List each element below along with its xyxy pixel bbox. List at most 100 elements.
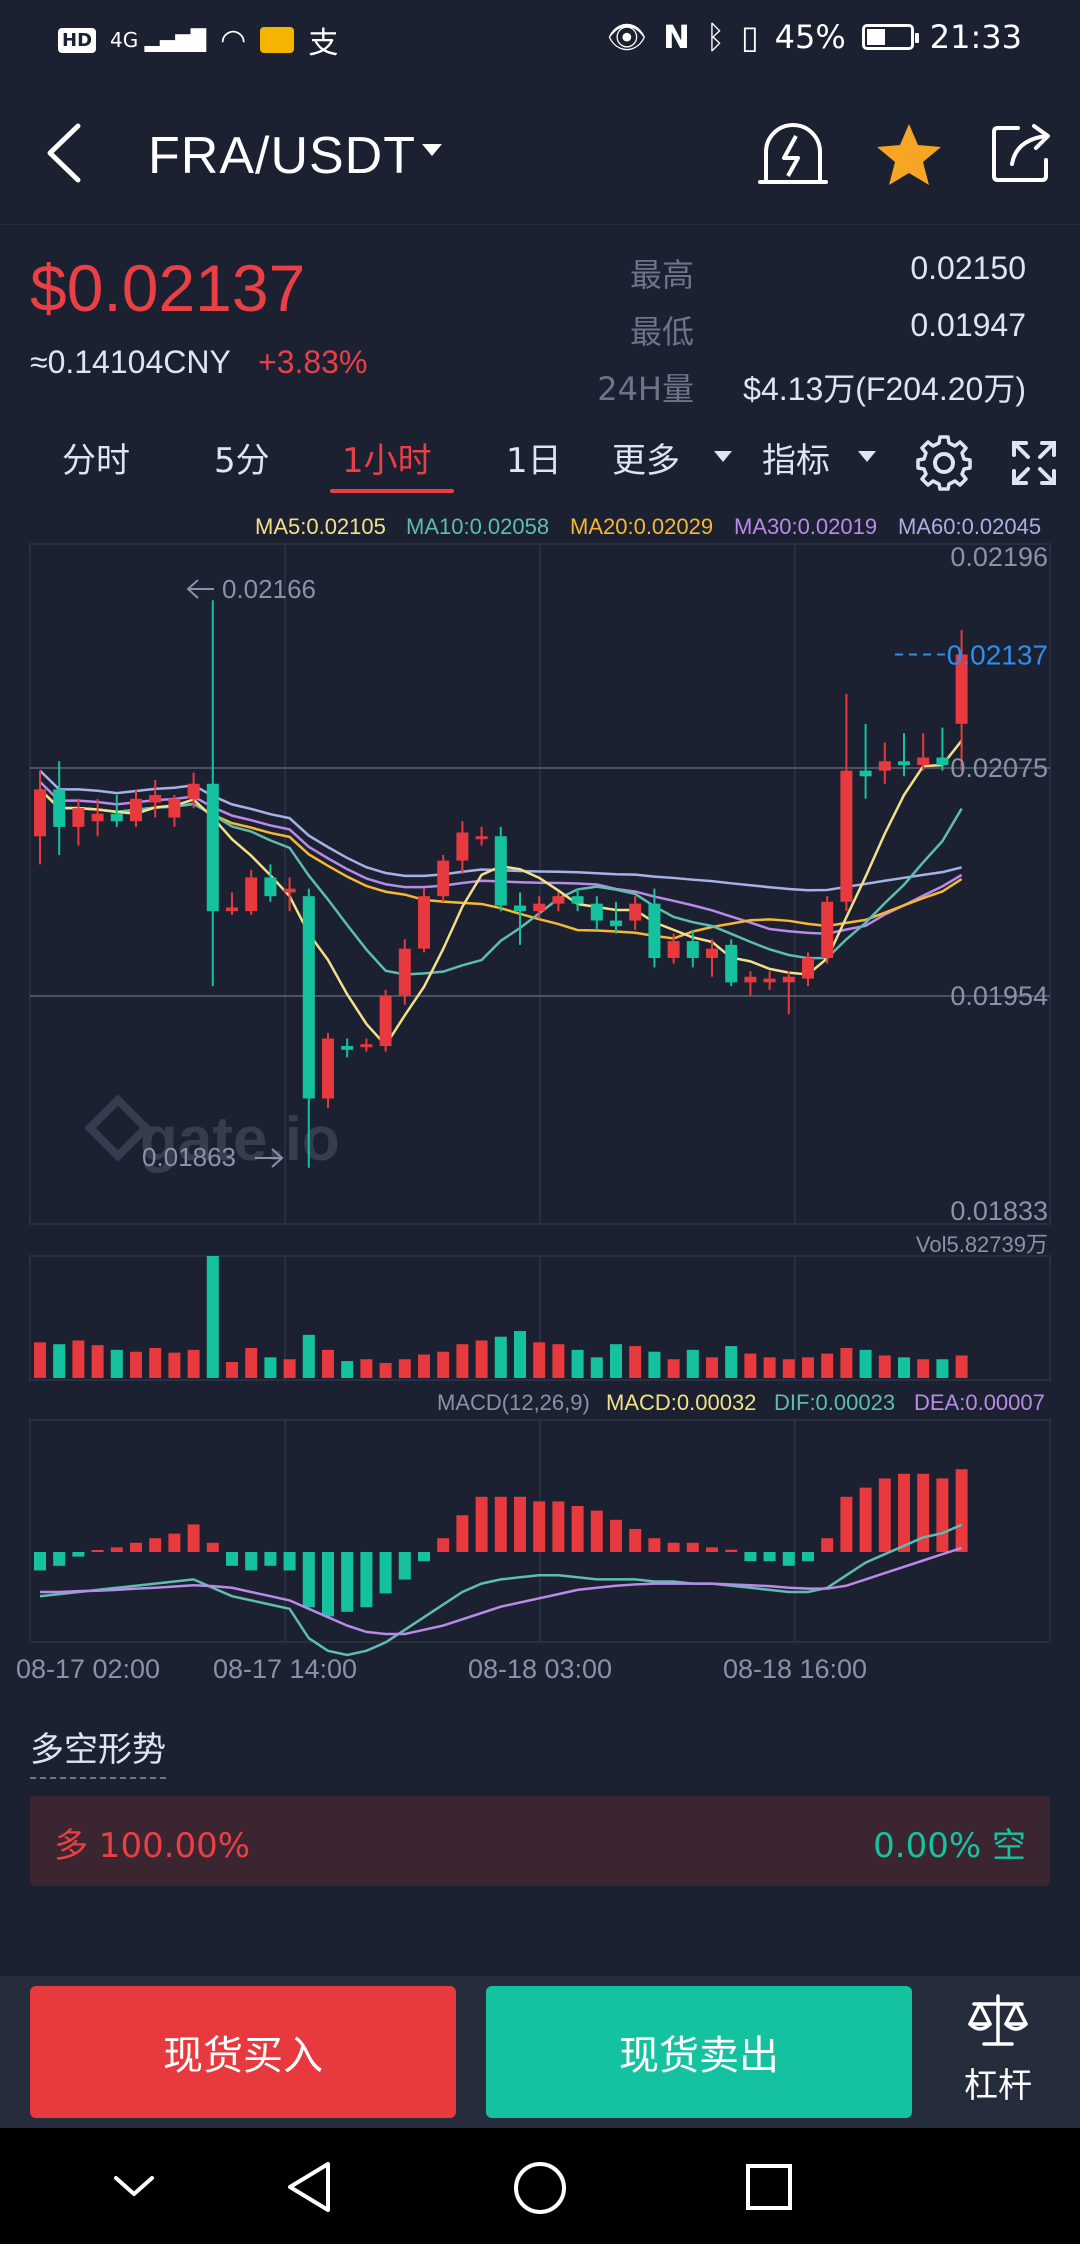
macd-bar (878, 1478, 891, 1552)
ma10-legend: MA10:0.02058 (406, 514, 549, 539)
ma20-legend: MA20:0.02029 (570, 514, 713, 539)
volume-bar (226, 1362, 238, 1378)
macd-bar (955, 1469, 968, 1552)
candle-body (706, 948, 718, 958)
macd-bar (917, 1473, 930, 1552)
nfc-icon: N (663, 18, 690, 56)
tab-time-share[interactable]: 分时 (62, 441, 130, 481)
candle-body (878, 761, 891, 771)
candle-body (667, 941, 680, 958)
kline-chart[interactable]: MA5:0.02105 MA10:0.02058 MA20:0.02029 MA… (0, 500, 1080, 1680)
fullscreen-icon[interactable] (1010, 439, 1058, 487)
price-alert-icon[interactable] (758, 118, 828, 190)
candle-body (187, 783, 200, 799)
price-cny: ≈0.14104CNY (30, 344, 231, 380)
volume-bar (418, 1354, 430, 1378)
macd-bar (418, 1552, 430, 1562)
macd-bar (456, 1515, 469, 1552)
tab-indicators[interactable]: 指标 (762, 441, 830, 481)
macd-bar (72, 1552, 85, 1557)
macd-bar (571, 1506, 584, 1552)
nav-back-icon[interactable] (284, 2160, 334, 2214)
volume-bar (955, 1355, 968, 1378)
tab-1day[interactable]: 1日 (506, 441, 562, 481)
spot-buy-button[interactable]: 现货买入 (30, 1986, 456, 2118)
dif-value: DIF:0.00023 (774, 1390, 895, 1415)
tab-1hour[interactable]: 1小时 (342, 441, 432, 481)
high-marker: 0.02166 (186, 574, 316, 604)
volume-bar (648, 1351, 661, 1378)
high-value: 0.02150 (910, 250, 1026, 286)
volume-bar (149, 1347, 162, 1378)
candle-body (686, 941, 699, 958)
last-price-tag: 0.02137 (947, 640, 1048, 671)
volume-bar (763, 1357, 776, 1378)
macd-bar (341, 1552, 354, 1612)
volume-bar (936, 1359, 949, 1378)
macd-bar (187, 1524, 200, 1552)
leverage-button[interactable]: 杠杆 (938, 1990, 1058, 2110)
volume-bar (706, 1357, 718, 1378)
tab-5min[interactable]: 5分 (214, 441, 270, 481)
volume-bar (283, 1359, 296, 1378)
long-ratio: 多 100.00% (54, 1826, 251, 1866)
candle-body (494, 836, 507, 906)
volume-bar (571, 1349, 584, 1378)
candle-body (590, 903, 603, 921)
volume-bar (34, 1342, 46, 1378)
candle-body (206, 783, 219, 912)
macd-bar (936, 1478, 949, 1552)
candle-body (245, 877, 258, 912)
volume-bar (206, 1256, 219, 1378)
settings-gear-icon[interactable] (916, 435, 972, 491)
favorite-star-icon[interactable] (874, 120, 944, 190)
share-icon[interactable] (990, 120, 1054, 184)
more-caret-icon[interactable] (714, 451, 732, 462)
volume-bar (552, 1344, 565, 1378)
macd-bar (533, 1501, 546, 1552)
volume-bar (264, 1357, 277, 1378)
low-marker: 0.01863 (142, 1142, 284, 1172)
y-tick-bottom: 0.01833 (950, 1196, 1048, 1226)
ma30-legend: MA30:0.02019 (734, 514, 877, 539)
volume-bar (245, 1347, 258, 1378)
hide-keyboard-icon[interactable] (112, 2166, 156, 2206)
macd-histogram (34, 1469, 968, 1617)
candle-body (629, 903, 642, 921)
scale-icon (968, 1994, 1028, 2046)
mail-icon (260, 27, 295, 53)
volume-bar (686, 1349, 699, 1378)
nav-home-icon[interactable] (512, 2160, 568, 2216)
nav-recents-icon[interactable] (744, 2162, 794, 2212)
last-price-marker: 0.02137 (895, 640, 1048, 671)
svg-text:gate.io: gate.io (140, 1105, 340, 1174)
spot-sell-button[interactable]: 现货卖出 (486, 1986, 912, 2118)
back-arrow-icon[interactable] (40, 118, 90, 188)
indicators-caret-icon[interactable] (858, 451, 876, 462)
interval-tabs: 分时 5分 1小时 1日 更多 指标 (0, 415, 1080, 495)
pair-dropdown-caret-icon[interactable] (422, 144, 442, 156)
dea-value: DEA:0.00007 (914, 1390, 1045, 1415)
vibrate-icon: ▯ (741, 18, 759, 56)
leverage-label: 杠杆 (964, 2066, 1032, 2106)
macd-bar (782, 1552, 795, 1566)
macd-bar (629, 1529, 642, 1552)
macd-bar (91, 1550, 104, 1552)
candle-body (418, 896, 430, 949)
volume-bar (475, 1340, 488, 1378)
x-axis-labels: 08-17 02:00 08-17 14:00 08-18 03:00 08-1… (16, 1654, 867, 1680)
pair-title[interactable]: FRA/USDT (148, 127, 416, 185)
long-short-title[interactable]: 多空形势 (30, 1722, 166, 1779)
macd-bar (686, 1542, 699, 1552)
volume-bar (917, 1359, 930, 1378)
tab-more[interactable]: 更多 (612, 441, 680, 481)
candle-body (917, 757, 930, 766)
volume-bar (744, 1353, 757, 1378)
y-tick-2: 0.02075 (950, 753, 1048, 783)
bluetooth-icon: ᛒ (705, 18, 726, 56)
volume-bar (533, 1342, 546, 1378)
volume-bar (898, 1357, 910, 1378)
volume-bar (629, 1346, 642, 1378)
x-tick-4: 08-18 16:00 (723, 1654, 867, 1680)
wifi-icon: ◠ (220, 22, 247, 58)
